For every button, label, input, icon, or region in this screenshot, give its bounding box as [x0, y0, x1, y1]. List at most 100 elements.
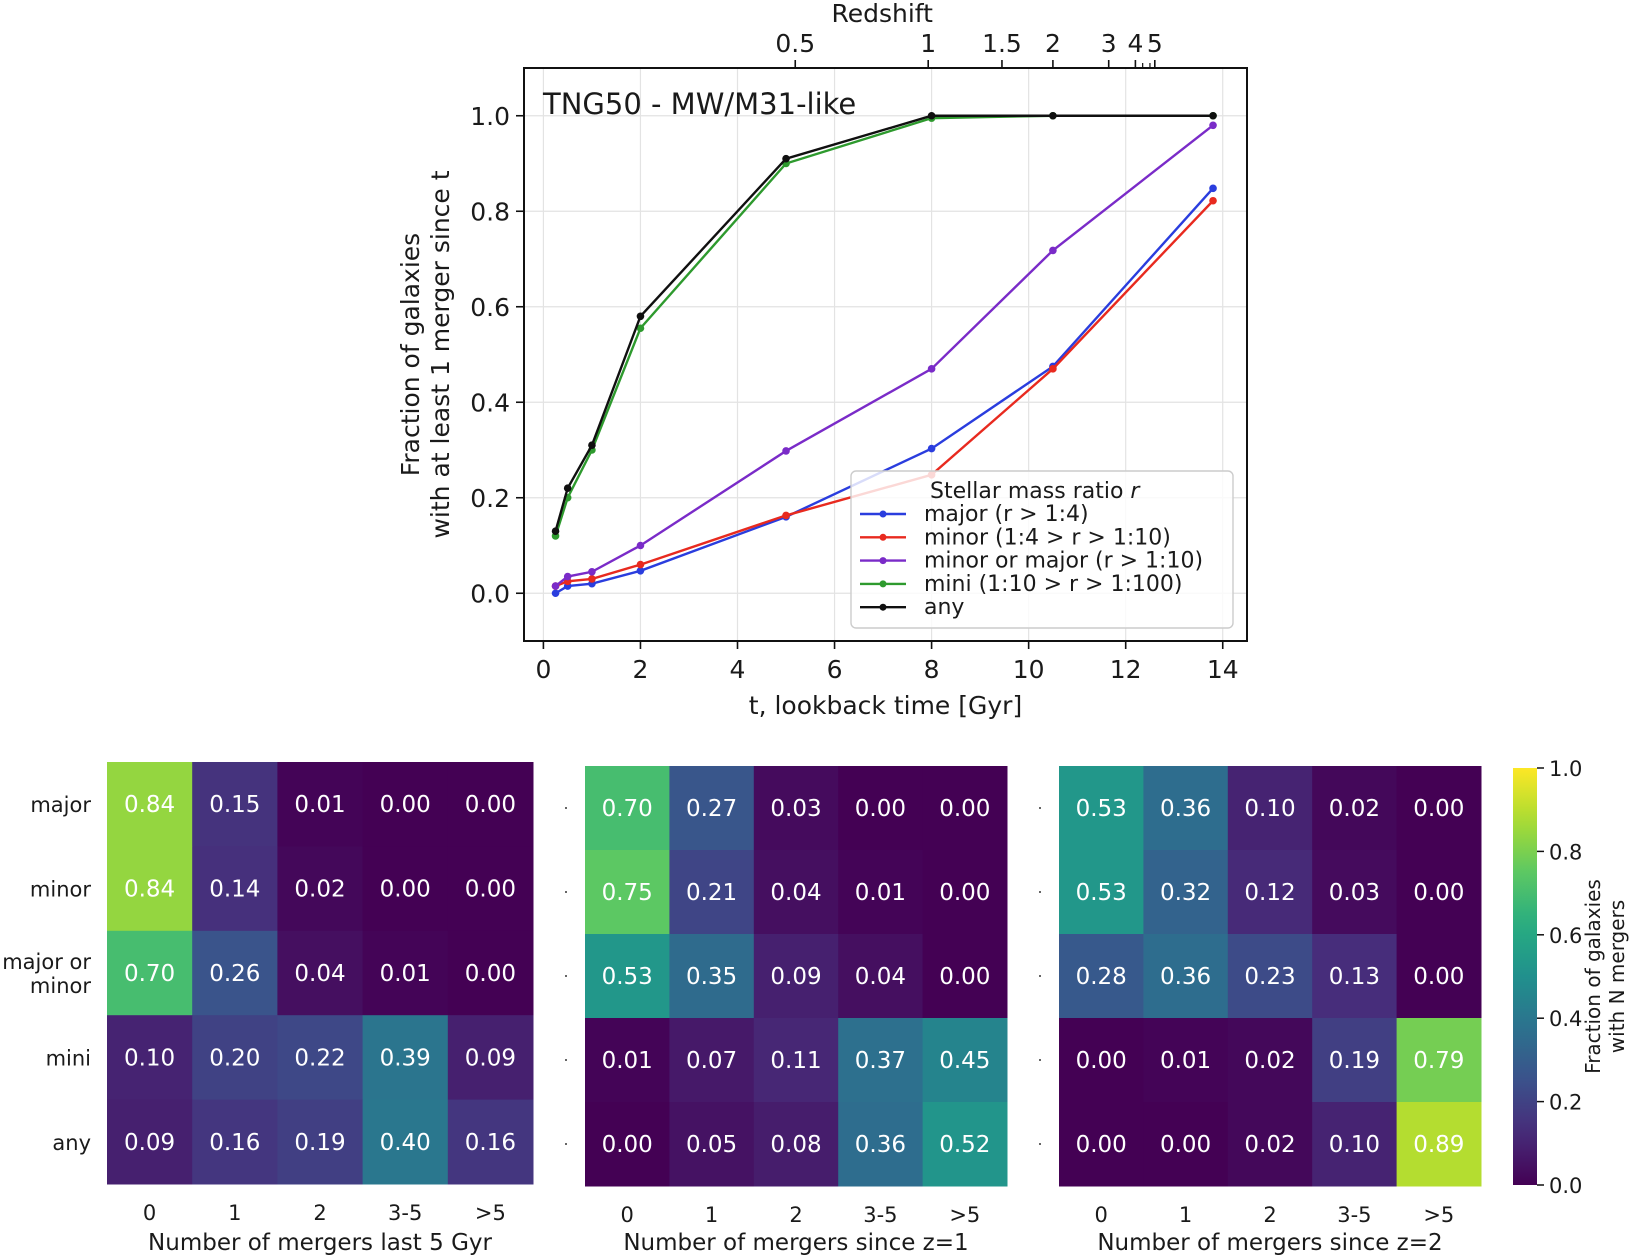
redshift-tick-label: 2: [1045, 29, 1061, 58]
heatmap-cell-value: 0.10: [1244, 796, 1295, 822]
heatmap-cell: [753, 850, 839, 935]
heatmap-cell-value: 0.19: [294, 1130, 345, 1156]
heatmap-cell: [447, 846, 534, 932]
heatmap-cell-value: 0.01: [380, 961, 431, 987]
colorbar-tick-label: 0.2: [1549, 1091, 1582, 1115]
x-category-label: 2: [789, 1203, 802, 1227]
heatmap-cell: [585, 1018, 670, 1103]
heatmap-cell-value: 0.10: [1329, 1132, 1380, 1158]
y-category-label-line: mini: [46, 1046, 91, 1070]
heatmap-cell-value: 0.00: [1076, 1132, 1127, 1158]
y-tick-label: 0.8: [470, 197, 510, 226]
x-category-label: 3-5: [388, 1201, 422, 1225]
x-tick-label: 14: [1207, 655, 1239, 684]
heatmap-cell-value: 0.09: [465, 1045, 516, 1071]
y-category-label: mini: [46, 1046, 91, 1070]
redshift-tick-label: 5: [1147, 29, 1163, 58]
heatmap-cell-value: 0.36: [1160, 796, 1211, 822]
heatmap-cell: [1143, 1018, 1229, 1103]
legend-entry-major-r-1-4: major (r > 1:4): [924, 502, 1089, 527]
legend-entry-minor-or-major-r-1-10: minor or major (r > 1:10): [924, 549, 1203, 574]
heatmap-cell-value: 0.00: [855, 796, 906, 822]
heatmap-cell: [838, 1018, 924, 1103]
heatmap-cell-value: 0.00: [380, 792, 431, 818]
heatmap-cell: [1396, 766, 1482, 851]
legend-marker-mini-1-10-r-1-100: [879, 580, 887, 588]
heatmap-cell-value: 0.75: [602, 880, 653, 906]
data-point-any: [1049, 111, 1057, 120]
heatmap-cell-value: 0.00: [1160, 1132, 1211, 1158]
heatmap-cell-value: 0.23: [1244, 964, 1295, 990]
legend-entry-mini-1-10-r-1-100: mini (1:10 > r > 1:100): [924, 572, 1182, 597]
y-category-label-line: any: [52, 1131, 91, 1155]
data-point-any: [927, 111, 936, 120]
heatmap-cell-value: 0.01: [602, 1048, 653, 1074]
heatmap-cell-value: 0.00: [465, 961, 516, 987]
legend-title-text: Stellar mass ratio: [930, 479, 1130, 504]
heatmap-cell: [922, 766, 1008, 851]
x-tick-label: 12: [1110, 655, 1142, 684]
heatmap-cell: [277, 1015, 364, 1101]
data-point-any: [782, 154, 790, 163]
data-point-major-r-1-4: [1209, 184, 1217, 193]
heatmap-cell-value: 0.53: [602, 964, 653, 990]
legend-entry-any: any: [924, 595, 964, 620]
heatmap-cell-value: 0.10: [124, 1045, 175, 1071]
heatmap-cell: [1143, 850, 1229, 935]
data-point-minor-or-major-r-1-10: [563, 572, 572, 581]
heatmap-cell-value: 0.09: [124, 1130, 175, 1156]
heatmap-cell: [669, 934, 755, 1019]
data-point-major-r-1-4: [551, 589, 560, 598]
x-category-label: >5: [475, 1201, 506, 1225]
heatmap-cell: [585, 934, 670, 1019]
heatmap-cell: [277, 1099, 364, 1185]
heatmap-cell-value: 0.07: [686, 1048, 737, 1074]
heatmap-cell: [1059, 1018, 1144, 1103]
heatmap-cell: [1312, 766, 1398, 851]
heatmap-cell: [753, 1018, 839, 1103]
x-category-label: 3-5: [863, 1203, 897, 1227]
heatmap-cell-value: 0.16: [209, 1130, 260, 1156]
heatmap-cell-value: 0.16: [465, 1130, 516, 1156]
heatmap-cell: [192, 1015, 278, 1101]
colorbar-tick-label: 0.0: [1549, 1174, 1582, 1198]
heatmap-cell-value: 0.21: [686, 880, 737, 906]
heatmap-cell-value: 0.04: [770, 880, 821, 906]
y-category-label: minor: [30, 878, 91, 902]
x-category-label: 2: [1263, 1203, 1276, 1227]
heatmap-cell-value: 0.19: [1329, 1048, 1380, 1074]
heatmap-cell: [447, 1015, 534, 1101]
x-tick-label: 10: [1013, 655, 1045, 684]
data-point-minor-or-major-r-1-10: [588, 567, 596, 576]
heatmap-cell: [107, 762, 193, 847]
redshift-tick-label: 1: [920, 29, 936, 58]
heatmap-cell: [362, 930, 449, 1016]
heatmap-cell-value: 0.79: [1413, 1048, 1464, 1074]
y-category-label-line: major: [30, 793, 91, 817]
redshift-tick-label: 1.5: [982, 29, 1022, 58]
heatmap-cell-value: 0.01: [1160, 1048, 1211, 1074]
data-point-minor-or-major-r-1-10: [551, 582, 560, 590]
colorbar-tick-label: 0.4: [1549, 1007, 1582, 1031]
x-category-label: 1: [705, 1203, 718, 1227]
heatmap-x-axis-label: Number of mergers since z=2: [1097, 1230, 1442, 1256]
heatmap-cell: [838, 934, 924, 1019]
heatmap-cell-value: 0.36: [855, 1132, 906, 1158]
legend-marker-minor-1-4-r-1-10: [879, 533, 887, 541]
heatmap-cell: [585, 1102, 670, 1187]
heatmap-cell: [447, 762, 534, 847]
redshift-tick-label: 0.5: [775, 29, 815, 58]
data-point-any: [588, 441, 596, 450]
heatmap-cell: [447, 930, 534, 1016]
data-point-minor-1-4-r-1-10: [1209, 196, 1217, 205]
heatmap-cell: [922, 934, 1008, 1019]
colorbar: 0.0 0.2 0.4 0.6 0.8 1.0 Fraction of galaxieswi…: [1513, 757, 1629, 1198]
heatmap-cell: [1143, 766, 1229, 851]
heatmap-cell-value: 0.03: [770, 796, 821, 822]
heatmap-cell: [192, 1099, 278, 1185]
heatmap-cell: [1143, 1102, 1229, 1187]
series-line-minor-1-4-r-1-10: [555, 199, 1214, 588]
y-category-label: major or minor: [2, 950, 91, 998]
heatmap-cell-value: 0.84: [124, 877, 175, 903]
